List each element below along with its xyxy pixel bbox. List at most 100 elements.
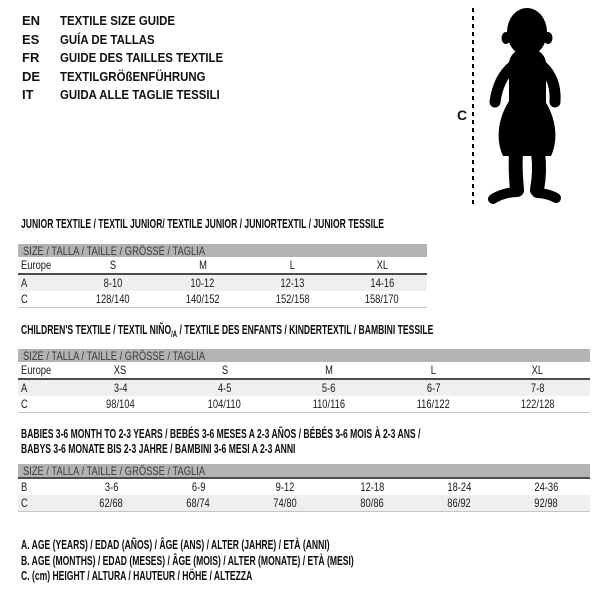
row-label: B xyxy=(21,480,28,494)
cell-value: 86/92 xyxy=(447,496,472,510)
cell-value: 6-7 xyxy=(426,381,441,395)
row-label: C xyxy=(21,397,28,411)
title-subscript: /A xyxy=(171,329,178,339)
legend-line-b: B. AGE (MONTHS) / EDAD (MESES) / ÂGE (MO… xyxy=(21,552,354,568)
row-label: A xyxy=(21,381,28,395)
babies-size-table: SIZE / TALLA / TAILLE / GRÖSSE / TAGLIA … xyxy=(18,464,590,512)
cell-value: 12-18 xyxy=(360,480,385,494)
cell-value: 128/140 xyxy=(95,292,130,306)
table-row: B 3-6 6-9 9-12 12-18 18-24 24-36 xyxy=(18,479,590,495)
lang-label: TEXTILE SIZE GUIDE xyxy=(60,13,176,28)
table-row: C 128/140 140/152 152/158 158/170 xyxy=(18,291,427,307)
cell-value: 92/98 xyxy=(534,496,559,510)
lang-row-en: EN TEXTILE SIZE GUIDE xyxy=(22,12,245,31)
cell-value: 98/104 xyxy=(105,397,135,411)
lang-row-it: IT GUIDA ALLE TAGLIE TESSILI xyxy=(22,86,245,105)
children-size-table: SIZE / TALLA / TAILLE / GRÖSSE / TAGLIA … xyxy=(18,349,590,413)
cell-value: 74/80 xyxy=(273,496,298,510)
cell-value: XL xyxy=(532,363,544,377)
cell-value: 14-16 xyxy=(370,276,395,290)
lang-label: GUIDE DES TAILLES TEXTILE xyxy=(60,50,224,65)
cell-value: L xyxy=(289,258,295,272)
cell-value: S xyxy=(109,258,116,272)
cell-value: 7-8 xyxy=(531,381,545,395)
footnote-legend: A. AGE (YEARS) / EDAD (AÑOS) / ÂGE (ANS)… xyxy=(21,537,525,584)
junior-size-band: SIZE / TALLA / TAILLE / GRÖSSE / TAGLIA xyxy=(18,243,427,258)
cell-value: 110/116 xyxy=(312,397,346,411)
table-row: Europe S M L XL xyxy=(18,257,427,273)
table-row: Europe XS S M L XL xyxy=(18,362,590,378)
cell-value: S xyxy=(221,363,228,377)
legend-line-a: A. AGE (YEARS) / EDAD (AÑOS) / ÂGE (ANS)… xyxy=(21,537,330,552)
row-label: C xyxy=(21,496,28,510)
size-band-label: SIZE / TALLA / TAILLE / GRÖSSE / TAGLIA xyxy=(23,348,206,363)
children-size-band: SIZE / TALLA / TAILLE / GRÖSSE / TAGLIA xyxy=(18,348,590,363)
lang-label: GUÍA DE TALLAS xyxy=(60,31,155,47)
junior-title-text: JUNIOR TEXTILE / TEXTIL JUNIOR/ TEXTILE … xyxy=(21,216,384,231)
lang-code: DE xyxy=(22,68,41,84)
cell-value: 152/158 xyxy=(275,292,310,306)
table-row: C 98/104 104/110 110/116 116/122 122/128 xyxy=(18,396,590,412)
cell-value: 116/122 xyxy=(416,397,450,411)
babies-table-title: BABIES 3-6 MONTH TO 2-3 YEARS / BEBÉS 3-… xyxy=(21,426,600,456)
junior-table-title: JUNIOR TEXTILE / TEXTIL JUNIOR/ TEXTILE … xyxy=(21,216,571,231)
lang-label: GUIDA ALLE TAGLIE TESSILI xyxy=(60,87,220,102)
cell-value: 68/74 xyxy=(186,496,211,510)
table-row: A 3-4 4-5 5-6 6-7 7-8 xyxy=(18,380,590,396)
cell-value: XS xyxy=(113,363,127,377)
lang-row-es: ES GUÍA DE TALLAS xyxy=(22,31,245,50)
cell-value: 10-12 xyxy=(190,276,215,290)
lang-row-fr: FR GUIDE DES TAILLES TEXTILE xyxy=(22,49,245,68)
cell-value: 12-13 xyxy=(280,276,305,290)
cell-value: XL xyxy=(376,258,388,272)
cell-value: 3-6 xyxy=(104,480,119,494)
size-band-label: SIZE / TALLA / TAILLE / GRÖSSE / TAGLIA xyxy=(23,243,206,258)
row-label: A xyxy=(21,276,28,290)
junior-size-table: SIZE / TALLA / TAILLE / GRÖSSE / TAGLIA … xyxy=(18,244,427,308)
cell-value: 5-6 xyxy=(322,381,336,395)
cell-value: 104/110 xyxy=(208,397,242,411)
lang-code: IT xyxy=(22,87,34,102)
babies-title-line2: BABYS 3-6 MONATE BIS 2-3 JAHRE / BAMBINI… xyxy=(21,441,296,456)
lang-row-de: DE TEXTILGRÖßENFÜHRUNG xyxy=(22,68,245,87)
cell-value: M xyxy=(198,258,207,272)
cell-value: 18-24 xyxy=(447,480,472,494)
table-row: A 8-10 10-12 12-13 14-16 xyxy=(18,275,427,291)
language-header: EN TEXTILE SIZE GUIDE ES GUÍA DE TALLAS … xyxy=(22,12,245,105)
height-dashed-line xyxy=(472,8,474,206)
table-bottom-border xyxy=(18,412,590,413)
row-label: Europe xyxy=(21,258,52,272)
cell-value: 122/128 xyxy=(520,397,555,411)
cell-value: 140/152 xyxy=(185,292,220,306)
toddler-head xyxy=(507,8,547,56)
cell-value: 3-4 xyxy=(113,381,127,395)
lang-label: TEXTILGRÖßENFÜHRUNG xyxy=(60,68,206,84)
babies-title-line1: BABIES 3-6 MONTH TO 2-3 YEARS / BEBÉS 3-… xyxy=(21,426,421,441)
cell-value: 6-9 xyxy=(191,480,206,494)
table-bottom-border xyxy=(18,307,427,308)
cell-value: 62/68 xyxy=(99,496,124,510)
toddler-silhouette-image xyxy=(488,8,561,204)
babies-size-band: SIZE / TALLA / TAILLE / GRÖSSE / TAGLIA xyxy=(18,463,590,478)
cell-value: M xyxy=(325,363,333,377)
row-label: C xyxy=(21,292,28,306)
row-separator xyxy=(18,477,590,479)
cell-value: 9-12 xyxy=(276,480,295,494)
lang-code: ES xyxy=(22,31,40,47)
size-band-label: SIZE / TALLA / TAILLE / GRÖSSE / TAGLIA xyxy=(23,463,206,478)
cell-value: 8-10 xyxy=(103,276,123,290)
table-row: C 62/68 68/74 74/80 80/86 86/92 92/98 xyxy=(18,495,590,511)
table-bottom-border xyxy=(18,511,590,512)
cell-value: 80/86 xyxy=(360,496,385,510)
row-separator xyxy=(18,273,427,275)
children-table-title: CHILDREN'S TEXTILE / TEXTIL NIÑO/A / TEX… xyxy=(21,322,600,342)
row-separator xyxy=(18,378,590,380)
lang-code: FR xyxy=(22,50,40,65)
lang-code: EN xyxy=(22,13,41,28)
legend-line-c: C. (cm) HEIGHT / ALTURA / HAUTEUR / HÖHE… xyxy=(21,568,253,583)
height-marker-label: C xyxy=(457,107,468,123)
cell-value: 4-5 xyxy=(217,381,232,395)
cell-value: 24-36 xyxy=(534,480,559,494)
row-label: Europe xyxy=(21,363,52,377)
